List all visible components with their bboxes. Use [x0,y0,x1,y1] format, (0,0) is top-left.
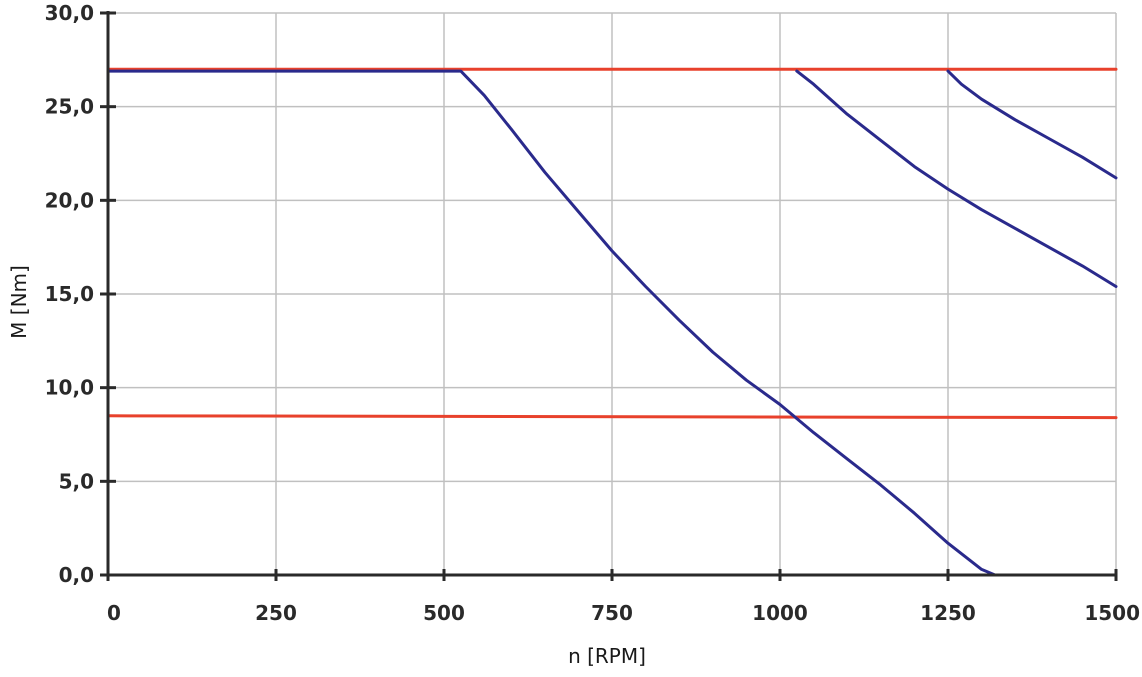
y-tick-label: 25,0 [45,95,94,119]
x-tick-label: 250 [255,601,297,625]
x-tick-label: 750 [591,601,633,625]
series-lines [106,67,1118,577]
axes [100,11,1118,581]
tick-labels: 0 250 500 750 1000 1250 1500 0,0 5,0 10,0 15,0 20,0… [45,1,1140,625]
y-tick-label: 5,0 [59,469,94,493]
x-tick-label: 1000 [752,601,808,625]
x-tick-label: 1250 [920,601,976,625]
series-line-4 [795,69,1118,288]
x-tick-label: 500 [423,601,465,625]
grid [108,12,1117,575]
x-tick-label: 0 [107,601,121,625]
y-tick-label: 30,0 [45,1,94,25]
series-line-5 [946,69,1118,180]
x-axis-title: n [RPM] [568,644,646,668]
x-tick-label: 1500 [1084,601,1140,625]
y-tick-label: 0,0 [59,563,94,587]
y-tick-label: 10,0 [45,376,94,400]
y-tick-label: 15,0 [45,282,94,306]
y-tick-label: 20,0 [45,188,94,212]
y-axis-title: M [Nm] [7,265,31,339]
series-line-3 [106,69,997,577]
series-line-2 [106,414,1118,420]
